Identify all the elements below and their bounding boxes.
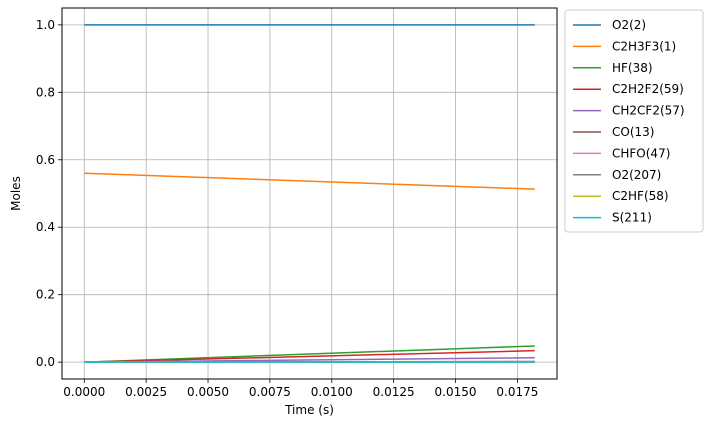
- grid: [62, 8, 557, 379]
- y-tick-label: 1.0: [36, 18, 55, 32]
- legend-entry: C2H3F3(1): [612, 39, 676, 53]
- y-tick-label: 0.8: [36, 85, 55, 99]
- y-tick-label: 0.4: [36, 220, 55, 234]
- legend-entry: CHFO(47): [612, 146, 670, 160]
- x-tick-label: 0.0175: [496, 385, 538, 399]
- y-tick-label: 0.6: [36, 153, 55, 167]
- series-group: [84, 24, 535, 363]
- y-axis: 0.0 0.2 0.4 0.6 0.8 1.0: [36, 18, 62, 369]
- x-tick-label: 0.0075: [249, 385, 291, 399]
- legend-entry: HF(38): [612, 61, 653, 75]
- x-tick-label: 0.0025: [125, 385, 167, 399]
- legend-entry: O2(207): [612, 168, 661, 182]
- plot-frame: [61, 7, 558, 380]
- legend-entry: O2(2): [612, 18, 646, 32]
- y-tick-label: 0.2: [36, 288, 55, 302]
- x-tick-label: 0.0000: [63, 385, 105, 399]
- legend-box: [564, 9, 704, 233]
- x-tick-label: 0.0125: [373, 385, 415, 399]
- y-axis-label: Moles: [9, 176, 23, 211]
- series-line: [84, 172, 535, 190]
- x-tick-label: 0.0100: [311, 385, 353, 399]
- legend-entry: CH2CF2(57): [612, 104, 685, 118]
- x-tick-label: 0.0150: [435, 385, 477, 399]
- x-tick-label: 0.0050: [187, 385, 229, 399]
- series-line: [84, 349, 535, 363]
- x-axis: 0.0000 0.0025 0.0050 0.0075 0.0100 0.0125 0.01…: [63, 379, 538, 399]
- legend: O2(2) C2H3F3(1) HF(38) C2H2F2(59) CH2CF2(57)…: [564, 9, 704, 233]
- legend-entry: S(211): [612, 211, 652, 225]
- legend-entry: C2HF(58): [612, 189, 669, 203]
- x-axis-label: Time (s): [284, 403, 334, 417]
- legend-entry: C2H2F2(59): [612, 82, 684, 96]
- y-tick-label: 0.0: [36, 355, 55, 369]
- legend-entry: CO(13): [612, 125, 654, 139]
- series-line: [84, 345, 535, 363]
